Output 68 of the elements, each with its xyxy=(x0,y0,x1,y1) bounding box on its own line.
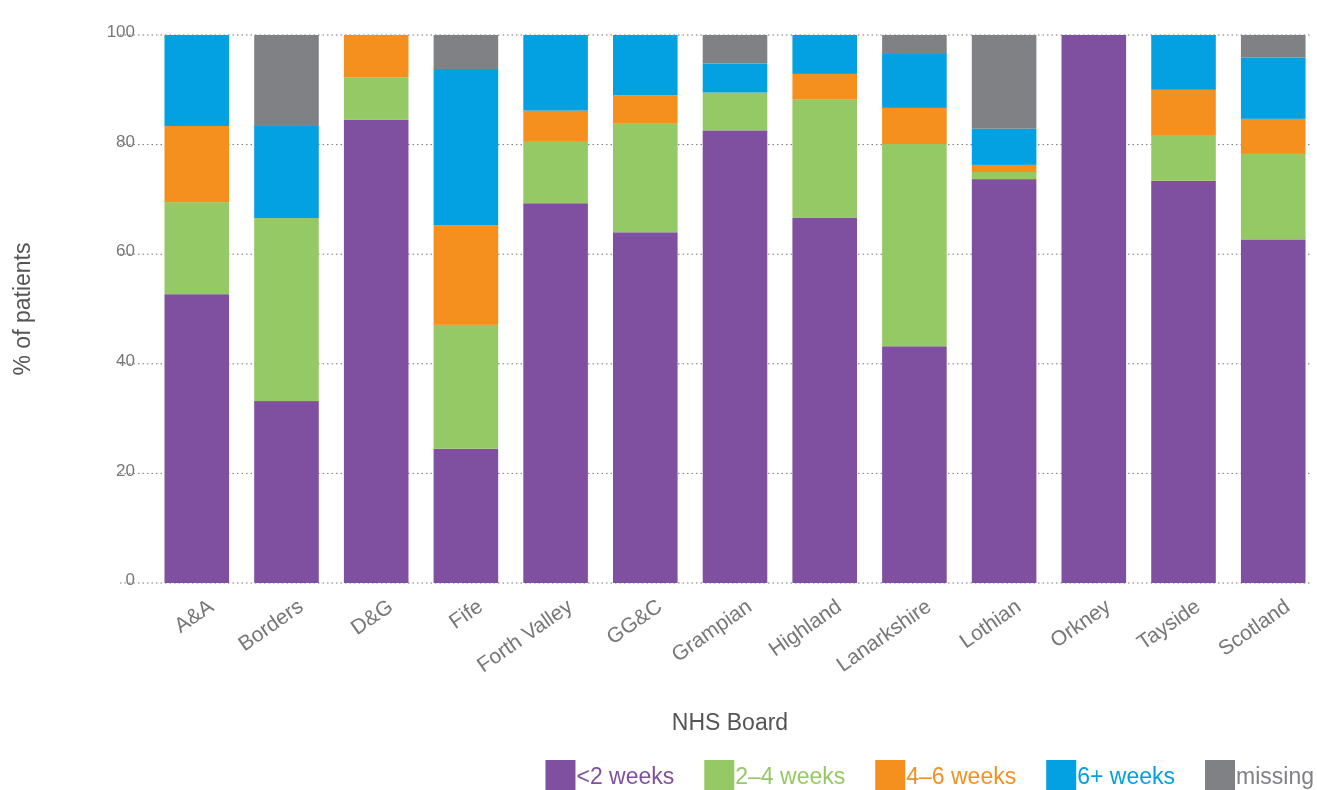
bar xyxy=(882,144,947,347)
x-axis-title: NHS Board xyxy=(671,709,789,735)
x-tick-label: Fife xyxy=(444,593,487,633)
bar xyxy=(1240,35,1306,58)
bar xyxy=(882,346,947,583)
y-tick-label: 0 xyxy=(125,570,135,590)
bar xyxy=(792,217,857,583)
legend-label: missing xyxy=(1236,763,1314,789)
bar xyxy=(1151,135,1216,181)
bar xyxy=(613,95,678,124)
bar xyxy=(433,35,499,69)
y-tick-label: 40 xyxy=(116,351,135,370)
y-tick-label: 20 xyxy=(116,460,135,480)
bar xyxy=(1151,180,1216,583)
legend-label: 4–6 weeks xyxy=(906,763,1017,789)
x-tick-label: D&G xyxy=(346,593,397,639)
bar xyxy=(702,63,768,93)
legend-label: 6+ weeks xyxy=(1077,763,1176,789)
bar xyxy=(254,218,319,402)
x-tick-label: A&A xyxy=(169,593,218,637)
bar xyxy=(882,35,947,54)
bar xyxy=(433,225,499,325)
bar xyxy=(1061,35,1127,583)
bar xyxy=(164,202,230,295)
bar xyxy=(164,125,230,203)
bar xyxy=(343,77,409,120)
bar xyxy=(164,294,230,583)
bar xyxy=(343,119,409,583)
bar xyxy=(254,35,319,126)
bar xyxy=(971,164,1037,172)
bar xyxy=(343,35,409,78)
bar xyxy=(1151,89,1216,136)
bar xyxy=(702,92,768,131)
bar xyxy=(523,203,588,583)
bar xyxy=(1151,35,1216,90)
bar xyxy=(971,35,1037,129)
bar xyxy=(523,141,588,204)
bar xyxy=(613,232,678,583)
bar xyxy=(523,110,588,142)
legend-label: <2 weeks xyxy=(576,763,675,789)
legend-label: 2–4 weeks xyxy=(735,763,846,789)
bar xyxy=(882,53,947,108)
bar xyxy=(882,107,947,145)
y-tick-label: 60 xyxy=(116,241,135,261)
bar xyxy=(433,324,499,449)
bar xyxy=(971,179,1037,583)
bar xyxy=(971,128,1037,165)
bar xyxy=(254,125,319,219)
y-tick-label: 80 xyxy=(116,131,135,151)
bar xyxy=(1240,118,1306,154)
bar xyxy=(1240,57,1306,119)
bar xyxy=(971,172,1037,180)
bar xyxy=(1240,239,1306,583)
bar xyxy=(792,35,857,74)
bar xyxy=(702,130,768,583)
bar xyxy=(1240,153,1306,240)
bar xyxy=(792,99,857,218)
bar xyxy=(164,35,230,126)
y-tick-label: 100 xyxy=(106,22,135,42)
bar xyxy=(254,401,319,583)
bar xyxy=(702,35,768,64)
bar xyxy=(792,73,857,100)
bar xyxy=(433,448,499,583)
bar xyxy=(433,68,499,226)
bar xyxy=(613,123,678,233)
bar xyxy=(523,35,588,111)
bar xyxy=(613,35,678,96)
y-axis-title: % of patients xyxy=(9,242,35,376)
